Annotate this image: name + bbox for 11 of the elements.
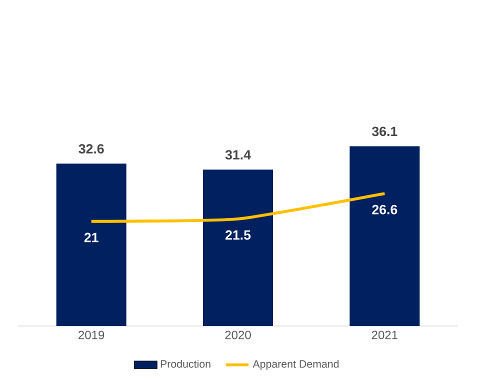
data-label: 21.5 — [225, 230, 251, 240]
x-tick-label: 2021 — [372, 330, 398, 340]
x-tick-label: 2020 — [225, 330, 251, 340]
data-label: 21 — [84, 232, 98, 242]
data-label: 31.4 — [225, 150, 251, 160]
data-label: 26.6 — [372, 204, 398, 214]
x-tick-label: 2019 — [78, 330, 104, 340]
data-label: 32.6 — [78, 144, 104, 154]
legend-label: Production — [160, 360, 210, 368]
data-label: 36.1 — [372, 126, 398, 136]
legend-label: Apparent Demand — [252, 360, 339, 370]
